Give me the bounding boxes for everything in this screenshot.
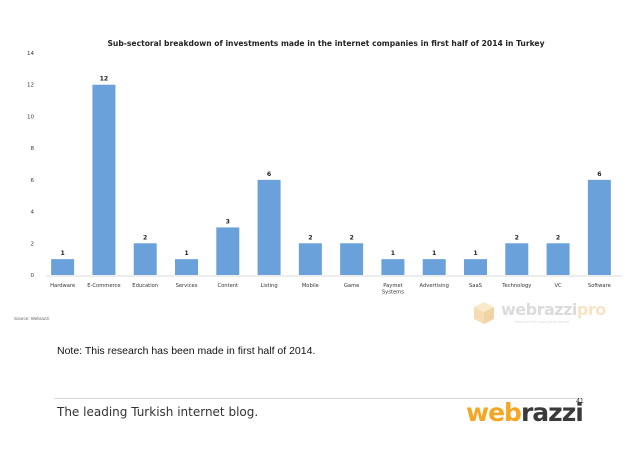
x-tick-label: Services <box>176 283 198 289</box>
cube-logo-icon <box>474 302 494 324</box>
bars <box>51 84 611 275</box>
data-label: 2 <box>556 234 560 241</box>
page-number: 41 <box>576 398 584 405</box>
logo-part1: web <box>466 398 522 427</box>
bar <box>340 243 364 275</box>
x-tick-label: Mobile <box>302 283 319 289</box>
watermark-tagline: Webrazzi'nin özel içerik servisi <box>515 319 570 324</box>
x-tick-label: Listing <box>261 283 278 289</box>
data-label: 6 <box>597 171 601 178</box>
data-label: 2 <box>349 234 353 241</box>
source-note: Source: Webrazzi <box>14 316 50 321</box>
x-tick-label: Game <box>344 283 359 289</box>
y-tick-label: 10 <box>27 114 34 120</box>
x-tick-label: Software <box>588 283 611 289</box>
data-label: 1 <box>473 250 477 257</box>
watermark-part1: webrazzi <box>501 300 577 319</box>
logo-part2: razzi <box>520 398 584 427</box>
bar <box>422 259 446 275</box>
y-tick-label: 6 <box>31 178 35 184</box>
research-note: Note: This research has been made in fir… <box>57 345 316 357</box>
watermark-wordmark: webrazzipro <box>501 300 606 319</box>
webrazzi-logo: webrazzi <box>466 398 584 428</box>
data-label: 6 <box>267 171 271 178</box>
bar <box>546 243 570 275</box>
data-label: 12 <box>100 76 109 83</box>
data-label: 1 <box>391 250 395 257</box>
data-label: 2 <box>515 234 519 241</box>
x-tick-label: Advertising <box>420 283 449 289</box>
x-tick-label: SaaS <box>469 283 482 289</box>
y-tick-label: 12 <box>27 83 34 89</box>
y-tick-label: 14 <box>27 51 34 57</box>
bar <box>92 84 116 275</box>
footer-divider <box>54 398 582 399</box>
bar <box>298 243 322 275</box>
bar <box>381 259 405 275</box>
x-tick-label: Paymet Systems <box>382 283 404 296</box>
bar-chart: Sub-sectoral breakdown of investments ma… <box>27 39 622 296</box>
y-tick-label: 2 <box>31 241 35 247</box>
bar <box>216 227 240 275</box>
x-tick-label: Content <box>217 283 238 289</box>
footer-tagline: The leading Turkish internet blog. <box>57 405 259 419</box>
x-tick-label: Education <box>132 283 158 289</box>
data-label: 3 <box>226 218 230 225</box>
bar <box>587 179 611 275</box>
bar <box>51 259 75 275</box>
x-tick-label: VC <box>554 283 562 289</box>
category-labels: Hardware E-Commerce Education Services Conte… <box>50 283 611 296</box>
watermark-part2: pro <box>576 300 606 319</box>
x-tick-label: E-Commerce <box>87 283 120 289</box>
data-label: 2 <box>143 234 147 241</box>
data-label: 1 <box>432 250 436 257</box>
bar <box>257 179 281 275</box>
bar <box>505 243 529 275</box>
bar <box>133 243 157 275</box>
y-axis-ticks: 0 2 4 6 8 10 12 14 <box>27 51 35 279</box>
y-tick-label: 4 <box>31 210 35 216</box>
bar <box>175 259 198 275</box>
data-label: 1 <box>184 250 188 257</box>
y-tick-label: 8 <box>31 146 35 152</box>
x-tick-label: Hardware <box>50 283 75 289</box>
bar <box>464 259 487 275</box>
y-tick-label: 0 <box>31 273 35 279</box>
data-label: 2 <box>308 234 312 241</box>
x-tick-label: Technology <box>501 283 531 289</box>
data-label: 1 <box>60 250 64 257</box>
chart-title: Sub-sectoral breakdown of investments ma… <box>107 39 544 48</box>
